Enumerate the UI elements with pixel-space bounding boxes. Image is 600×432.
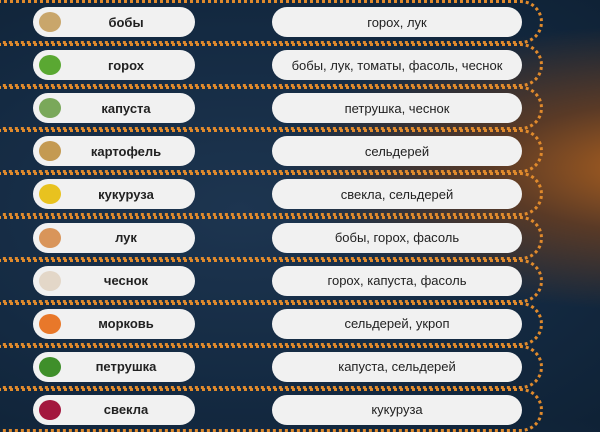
incompatible-pill: бобы, горох, фасоль	[272, 222, 522, 253]
cabbage-icon	[39, 98, 61, 119]
incompatible-list: бобы, лук, томаты, фасоль, чеснок	[291, 57, 503, 73]
corn-icon	[39, 184, 61, 205]
plant-name: лук	[115, 230, 137, 245]
carrot-icon	[39, 313, 61, 334]
incompatible-list: горох, лук	[367, 14, 427, 30]
potato-icon	[39, 141, 61, 162]
plant-name: кукуруза	[98, 186, 154, 202]
incompatible-list: свекла, сельдерей	[340, 186, 454, 202]
plant-name: чеснок	[103, 273, 149, 289]
beans-icon	[39, 12, 61, 32]
plant-name: горох	[108, 57, 144, 73]
row-frame	[0, 129, 543, 174]
plant-pill: горох	[33, 50, 195, 81]
plant-name: петрушка	[95, 359, 157, 375]
plant-pill: свекла	[33, 394, 195, 425]
plant-pill: петрушка	[33, 351, 195, 382]
plant-name: капуста	[101, 100, 151, 116]
row-frame	[0, 215, 543, 260]
incompatible-list: петрушка, чеснок	[344, 100, 450, 116]
parsley-icon	[39, 356, 61, 377]
plant-pill: кукуруза	[33, 179, 195, 210]
plant-name: морковь	[98, 316, 154, 332]
incompatible-pill: горох, капуста, фасоль	[272, 265, 522, 296]
row-frame	[0, 301, 543, 346]
plant-pill: бобы	[33, 7, 195, 37]
plant-pill: чеснок	[33, 265, 195, 296]
incompatible-pill: капуста, сельдерей	[272, 351, 522, 382]
incompatible-pill: петрушка, чеснок	[272, 93, 522, 124]
incompatible-pill: сельдерей	[272, 136, 522, 167]
incompatible-list: горох, капуста, фасоль	[327, 273, 467, 289]
incompatible-pill: кукуруза	[272, 394, 522, 425]
row-frame	[0, 172, 543, 217]
beet-icon	[39, 399, 61, 420]
onion-icon	[39, 227, 61, 248]
incompatible-list: капуста, сельдерей	[338, 359, 456, 375]
row-frame	[0, 258, 543, 303]
incompatible-list: бобы, горох, фасоль	[334, 230, 460, 245]
plant-name: картофель	[90, 143, 162, 159]
plant-name: бобы	[108, 14, 144, 30]
row-frame	[0, 43, 543, 88]
plant-pill: лук	[33, 222, 195, 253]
incompatible-pill: бобы, лук, томаты, фасоль, чеснок	[272, 50, 522, 81]
incompatible-pill: сельдерей, укроп	[272, 308, 522, 339]
plant-pill: морковь	[33, 308, 195, 339]
incompatible-pill: горох, лук	[272, 7, 522, 37]
row-frame	[0, 344, 543, 389]
incompatible-list: сельдерей	[364, 143, 430, 159]
plant-pill: картофель	[33, 136, 195, 167]
peas-icon	[39, 55, 61, 76]
row-frame	[0, 86, 543, 131]
row-frame	[0, 0, 543, 44]
incompatible-list: кукуруза	[371, 402, 423, 418]
incompatible-list: сельдерей, укроп	[344, 316, 450, 332]
plant-name: свекла	[103, 402, 149, 418]
plant-pill: капуста	[33, 93, 195, 124]
incompatible-pill: свекла, сельдерей	[272, 179, 522, 210]
garlic-icon	[39, 270, 61, 291]
